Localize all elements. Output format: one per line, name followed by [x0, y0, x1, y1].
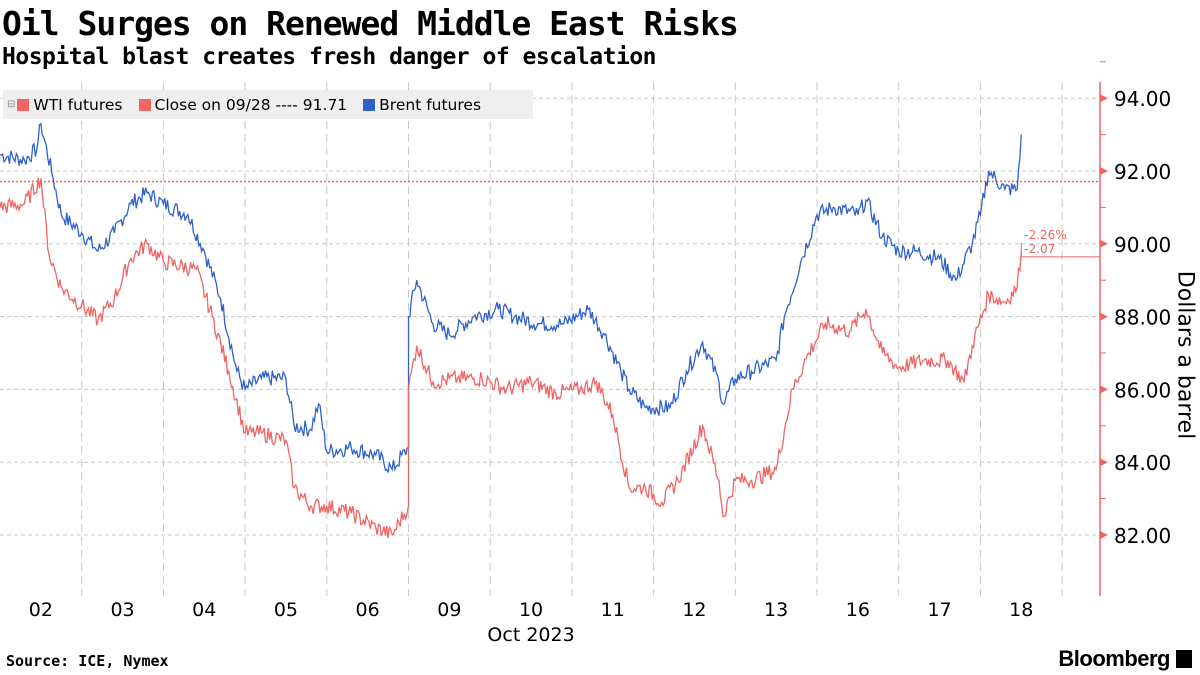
source-note: Source: ICE, Nymex: [6, 652, 169, 670]
change-bracket: [1020, 242, 1100, 258]
x-tick-label: 13: [764, 599, 788, 621]
legend-swatch-brent: [363, 98, 376, 111]
series-brent: [0, 122, 1022, 474]
x-tick-label: 11: [601, 599, 625, 621]
x-tick-label: 09: [437, 599, 461, 621]
y-axis-label: Dollars a barrel: [1172, 270, 1198, 440]
x-tick-label: 18: [1009, 599, 1033, 621]
series-wti: [0, 177, 1022, 539]
legend-toggle-icon[interactable]: ⊟: [7, 99, 16, 110]
y-tick-label: 94.00: [1114, 87, 1171, 111]
y-tick-label: 86.00: [1114, 378, 1171, 402]
y-tick-label: 82.00: [1114, 524, 1171, 548]
y-tick-label: 88.00: [1114, 306, 1171, 330]
legend: ⊟ WTI futures Close on 09/28 ---- 91.71 …: [3, 90, 533, 119]
abs-change-label: -2.07: [1024, 242, 1055, 256]
x-tick-label: 05: [274, 599, 298, 621]
y-tick-label: 90.00: [1114, 233, 1171, 257]
legend-close: Close on 09/28 ---- 91.71: [154, 95, 348, 114]
x-tick-label: 16: [846, 599, 870, 621]
bloomberg-logo: Bloomberg: [1058, 646, 1170, 671]
x-tick-label: 04: [192, 599, 216, 621]
y-tick-mark: [1100, 94, 1108, 103]
y-tick-label: 92.00: [1114, 160, 1171, 184]
legend-swatch-wti: [17, 98, 30, 111]
x-tick-label: 03: [110, 599, 134, 621]
y-tick-label: 84.00: [1114, 451, 1171, 475]
legend-swatch-close: [138, 98, 151, 111]
x-tick-label: 17: [927, 599, 951, 621]
y-tick-mark: [1100, 312, 1108, 321]
legend-wti: WTI futures: [33, 95, 123, 114]
y-tick-mark: [1100, 531, 1108, 539]
pct-change-label: -2.26%: [1024, 228, 1066, 242]
y-tick-mark: [1100, 458, 1108, 467]
bloomberg-terminal-icon: [1176, 650, 1192, 668]
y-tick-mark: [1100, 385, 1108, 394]
x-tick-label: 06: [356, 599, 380, 621]
x-tick-label: 10: [519, 599, 543, 621]
y-tick-mark: [1100, 167, 1108, 175]
x-tick-label: 02: [29, 599, 53, 621]
chart-title: Oil Surges on Renewed Middle East Risks: [2, 4, 739, 43]
legend-brent: Brent futures: [379, 95, 482, 114]
chart-subtitle: Hospital blast creates fresh danger of e…: [2, 44, 657, 70]
x-axis-label: Oct 2023: [487, 624, 574, 646]
x-tick-label: 12: [682, 599, 706, 621]
y-tick-mark: [1100, 239, 1108, 248]
